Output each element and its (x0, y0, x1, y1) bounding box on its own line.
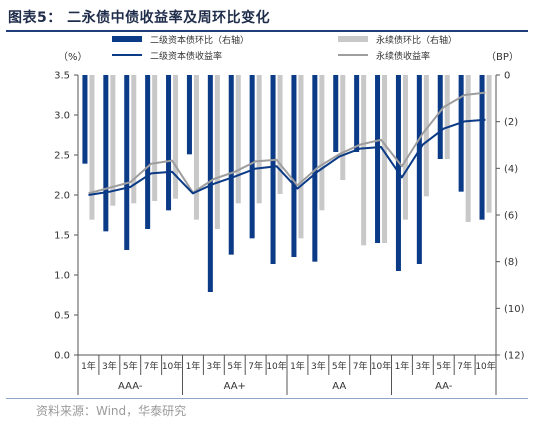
bar-perpetual-change (444, 75, 450, 159)
bar-perpetual-change (256, 75, 262, 204)
bar-tier2-change (103, 75, 109, 232)
right-tick-label: (6) (504, 211, 518, 222)
bar-tier2-change (416, 75, 422, 264)
x-tick-label: 10年 (162, 360, 182, 372)
bar-tier2-change (249, 75, 255, 239)
left-axis-unit: （%） (58, 51, 88, 63)
legend-swatch-0 (112, 36, 142, 42)
bar-perpetual-change (131, 75, 137, 204)
x-tick-label: 5年 (436, 360, 451, 372)
line-perpetual-yield (88, 91, 486, 195)
bar-perpetual-change (382, 75, 388, 243)
bar-perpetual-change (423, 75, 429, 197)
right-tick-label: (4) (504, 164, 518, 175)
right-tick-label: (8) (504, 257, 518, 268)
x-tick-label: 7年 (457, 360, 472, 372)
x-tick-label: 3年 (415, 360, 430, 372)
left-tick-label: 0.5 (54, 311, 70, 322)
legend-label-3: 永续债收益率 (376, 50, 430, 62)
x-tick-label: 1年 (290, 360, 305, 372)
right-tick-label: (2) (504, 117, 518, 128)
figure-title: 图表5： 二永债中债收益率及周环比变化 (8, 10, 271, 26)
bar-perpetual-change (193, 75, 199, 220)
x-tick-label: 7年 (353, 360, 368, 372)
legend-label-1: 永续债环比（右轴） (376, 34, 457, 46)
bar-tier2-change (228, 75, 234, 255)
bar-perpetual-change (465, 75, 471, 222)
x-tick-label: 10年 (266, 360, 286, 372)
bar-perpetual-change (89, 75, 95, 220)
bar-tier2-change (437, 75, 443, 159)
left-tick-label: 0.0 (54, 351, 70, 362)
left-tick-label: 3.5 (54, 71, 70, 82)
bar-tier2-change (207, 75, 213, 292)
bar-perpetual-change (486, 75, 492, 213)
left-tick-label: 1.0 (54, 271, 70, 282)
legend-label-0: 二级资本债环比（右轴） (150, 34, 249, 46)
bar-perpetual-change (340, 75, 346, 180)
x-group-label: AAA- (118, 381, 143, 392)
bar-tier2-change (479, 75, 485, 220)
bar-tier2-change (291, 75, 297, 257)
left-tick-label: 1.5 (54, 231, 70, 242)
legend-label-2: 二级资本债收益率 (150, 50, 222, 62)
x-tick-label: 1年 (186, 360, 201, 372)
x-tick-label: 5年 (123, 360, 138, 372)
x-tick-label: 5年 (227, 360, 242, 372)
legend-swatch-1 (338, 36, 368, 42)
x-tick-label: 3年 (102, 360, 117, 372)
title-rule (6, 30, 528, 32)
bar-perpetual-change (214, 75, 220, 229)
bar-perpetual-change (298, 75, 304, 239)
bar-tier2-change (145, 75, 151, 229)
bar-tier2-change (186, 75, 192, 155)
bar-perpetual-change (319, 75, 325, 211)
x-group-label: AA (332, 381, 346, 392)
bar-perpetual-change (277, 75, 283, 194)
x-tick-label: 1年 (81, 360, 96, 372)
bar-tier2-change (458, 75, 464, 192)
bar-tier2-change (312, 75, 318, 262)
x-tick-label: 10年 (475, 360, 495, 372)
x-tick-label: 7年 (144, 360, 159, 372)
x-tick-label: 5年 (332, 360, 347, 372)
left-tick-label: 3.0 (54, 111, 70, 122)
bottom-rule (6, 398, 528, 399)
x-tick-label: 7年 (248, 360, 263, 372)
right-tick-label: (10) (504, 304, 525, 315)
x-tick-label: 3年 (206, 360, 221, 372)
bar-perpetual-change (110, 75, 116, 206)
bar-tier2-change (375, 75, 381, 243)
bar-tier2-change (124, 75, 130, 250)
bar-tier2-change (354, 75, 360, 152)
bar-perpetual-change (152, 75, 158, 201)
left-tick-label: 2.5 (54, 151, 70, 162)
left-tick-label: 2.0 (54, 191, 70, 202)
bar-perpetual-change (173, 75, 179, 199)
right-tick-label: 0 (504, 71, 510, 82)
bar-tier2-change (270, 75, 276, 264)
bar-tier2-change (166, 75, 172, 211)
right-axis-unit: （BP） (486, 51, 519, 63)
source-note: 资料来源：Wind，华泰研究 (36, 404, 187, 418)
bar-perpetual-change (235, 75, 241, 204)
x-group-label: AA- (435, 381, 453, 392)
right-tick-label: (12) (504, 351, 525, 362)
x-tick-label: 3年 (311, 360, 326, 372)
line-tier2-yield (88, 118, 486, 196)
bar-tier2-change (82, 75, 88, 164)
x-group-label: AA+ (224, 381, 246, 392)
bar-perpetual-change (402, 75, 408, 220)
combo-chart: 二级资本债环比（右轴） 永续债环比（右轴） 二级资本债收益率 永续债收益率 （%） （BP… (54, 34, 525, 395)
bar-tier2-change (333, 75, 339, 152)
bar-perpetual-change (361, 75, 367, 246)
x-tick-label: 10年 (371, 360, 391, 372)
x-tick-label: 1年 (395, 360, 410, 372)
